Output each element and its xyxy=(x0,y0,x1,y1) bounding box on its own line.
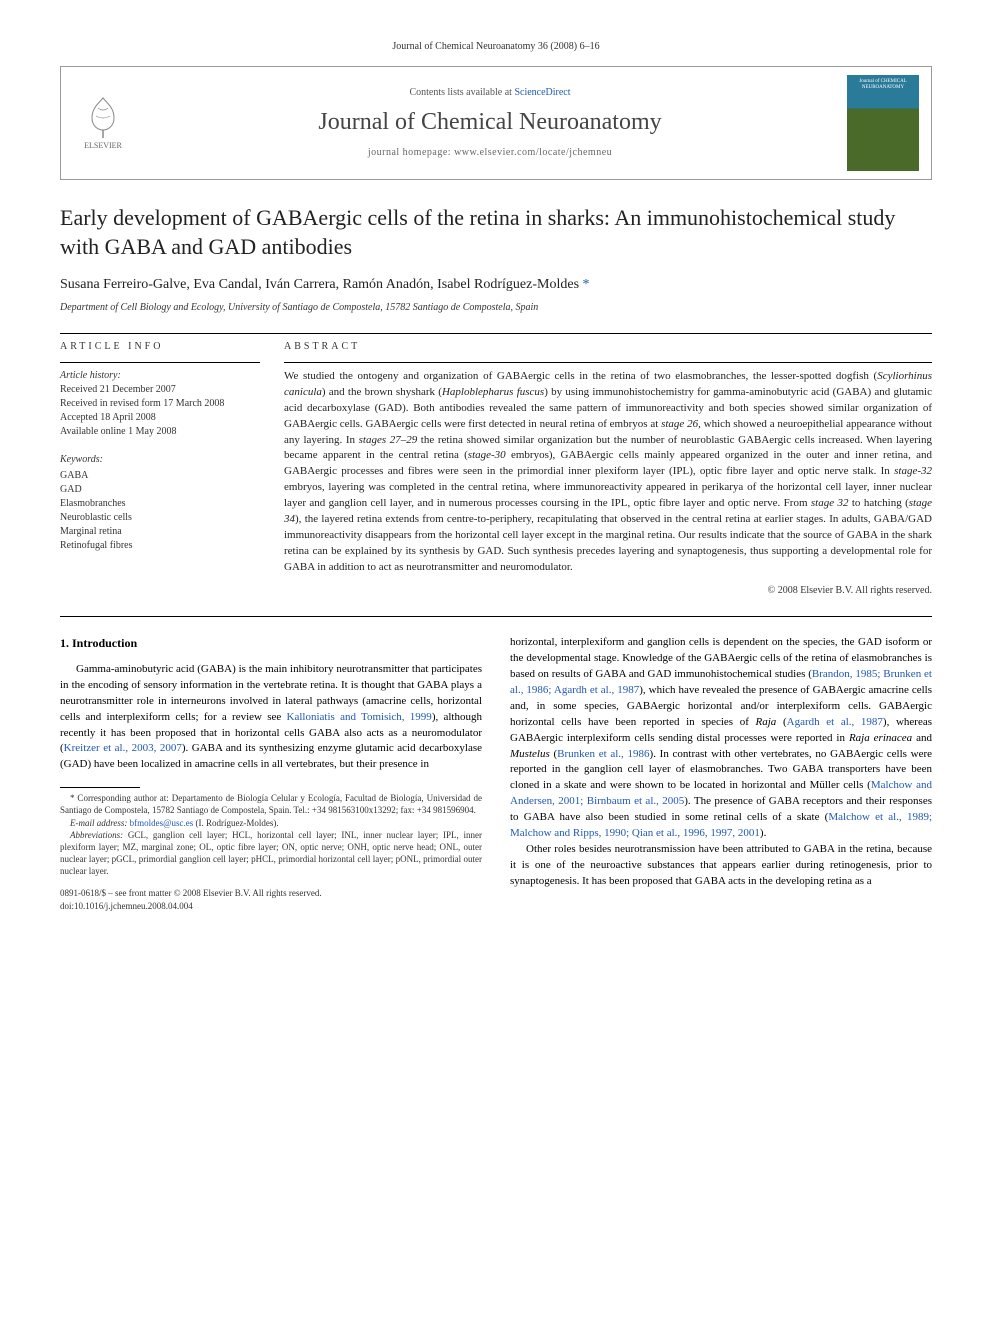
divider xyxy=(60,333,932,334)
elsevier-label: ELSEVIER xyxy=(84,140,122,151)
body-span: ( xyxy=(776,716,786,728)
homepage-url: www.elsevier.com/locate/jchemneu xyxy=(454,147,612,158)
history-revised: Received in revised form 17 March 2008 xyxy=(60,397,260,411)
abs-span: ), the layered retina extends from centr… xyxy=(284,513,932,573)
divider xyxy=(284,362,932,363)
footnotes: * Corresponding author at: Departamento … xyxy=(60,787,482,877)
abs-em: stage-30 xyxy=(468,449,506,461)
body-em: Raja erinacea xyxy=(849,732,912,744)
elsevier-logo: ELSEVIER xyxy=(73,88,133,158)
abs-em: stages 27–29 xyxy=(359,434,418,446)
cover-title: Journal of CHEMICAL NEUROANATOMY xyxy=(851,79,915,90)
abs-span: We studied the ontogeny and organization… xyxy=(284,370,877,382)
abs-span: to hatching ( xyxy=(849,497,909,509)
corresponding-author-footnote: * Corresponding author at: Departamento … xyxy=(60,792,482,816)
author-list: Susana Ferreiro-Galve, Eva Candal, Iván … xyxy=(60,275,932,295)
keyword: GAD xyxy=(60,483,260,497)
abbreviations-footnote: Abbreviations: GCL, ganglion cell layer;… xyxy=(60,829,482,878)
citation-link[interactable]: Agardh et al., 1987 xyxy=(787,716,883,728)
header-center: Contents lists available at ScienceDirec… xyxy=(149,86,831,160)
body-em: Mustelus xyxy=(510,748,550,760)
article-title: Early development of GABAergic cells of … xyxy=(60,204,932,261)
citation-link[interactable]: Brunken et al., 1986 xyxy=(557,748,649,760)
email-label: E-mail address: xyxy=(70,818,130,828)
article-history: Article history: Received 21 December 20… xyxy=(60,369,260,439)
corresponding-author-link[interactable]: * xyxy=(583,277,590,292)
abs-em: Haploblepharus fuscus xyxy=(442,386,544,398)
abstract-column: ABSTRACT We studied the ontogeny and org… xyxy=(284,340,932,598)
abs-span: ) and the brown shyshark ( xyxy=(322,386,442,398)
abbrev-label: Abbreviations: xyxy=(70,830,128,840)
author: Susana Ferreiro-Galve xyxy=(60,277,186,292)
contents-line: Contents lists available at ScienceDirec… xyxy=(149,86,831,100)
sciencedirect-link[interactable]: ScienceDirect xyxy=(514,87,570,98)
author: Isabel Rodríguez-Moldes xyxy=(437,277,579,292)
history-received: Received 21 December 2007 xyxy=(60,383,260,397)
keyword: Neuroblastic cells xyxy=(60,511,260,525)
body-span: and xyxy=(912,732,932,744)
history-online: Available online 1 May 2008 xyxy=(60,425,260,439)
section-heading: 1. Introduction xyxy=(60,635,482,652)
affiliation: Department of Cell Biology and Ecology, … xyxy=(60,301,932,315)
elsevier-tree-icon xyxy=(80,94,126,140)
abs-em: stage 26 xyxy=(661,418,698,430)
keyword: GABA xyxy=(60,469,260,483)
homepage-line: journal homepage: www.elsevier.com/locat… xyxy=(149,146,831,160)
body-em: Raja xyxy=(756,716,777,728)
body-span: ). xyxy=(760,827,766,839)
footer-copyright: 0891-0618/$ – see front matter © 2008 El… xyxy=(60,887,482,900)
email-suffix: (I. Rodríguez-Moldes). xyxy=(193,818,278,828)
citation-line: Journal of Chemical Neuroanatomy 36 (200… xyxy=(60,40,932,54)
email-footnote: E-mail address: bfmoldes@usc.es (I. Rodr… xyxy=(60,817,482,829)
journal-name: Journal of Chemical Neuroanatomy xyxy=(149,106,831,140)
author: Ramón Anadón xyxy=(343,277,431,292)
keyword: Retinofugal fibres xyxy=(60,539,260,553)
journal-header: ELSEVIER Contents lists available at Sci… xyxy=(60,66,932,180)
article-info-column: ARTICLE INFO Article history: Received 2… xyxy=(60,340,260,598)
footer-block: 0891-0618/$ – see front matter © 2008 El… xyxy=(60,887,482,912)
contents-prefix: Contents lists available at xyxy=(409,87,514,98)
footer-doi: doi:10.1016/j.jchemneu.2008.04.004 xyxy=(60,900,482,913)
citation-link[interactable]: Kreitzer et al., 2003, 2007 xyxy=(64,742,182,754)
email-link[interactable]: bfmoldes@usc.es xyxy=(130,818,194,828)
divider xyxy=(60,616,932,617)
article-info-label: ARTICLE INFO xyxy=(60,340,260,354)
citation-link[interactable]: Kalloniatis and Tomisich, 1999 xyxy=(287,711,432,723)
body-paragraph: Gamma-aminobutyric acid (GABA) is the ma… xyxy=(60,662,482,774)
author: Eva Candal xyxy=(193,277,258,292)
abstract-label: ABSTRACT xyxy=(284,340,932,354)
keyword: Marginal retina xyxy=(60,525,260,539)
keywords-label: Keywords: xyxy=(60,453,260,467)
history-label: Article history: xyxy=(60,369,260,383)
keywords-block: Keywords: GABA GAD Elasmobranches Neurob… xyxy=(60,453,260,553)
body-columns: 1. Introduction Gamma-aminobutyric acid … xyxy=(60,635,932,913)
keyword: Elasmobranches xyxy=(60,497,260,511)
history-accepted: Accepted 18 April 2008 xyxy=(60,411,260,425)
journal-cover-thumb: Journal of CHEMICAL NEUROANATOMY xyxy=(847,75,919,171)
body-paragraph: horizontal, interplexiform and ganglion … xyxy=(510,635,932,842)
divider xyxy=(60,362,260,363)
abs-em: stage-32 xyxy=(894,465,932,477)
author: Iván Carrera xyxy=(265,277,335,292)
body-paragraph: Other roles besides neurotransmission ha… xyxy=(510,842,932,890)
abs-em: stage 32 xyxy=(811,497,849,509)
abstract-copyright: © 2008 Elsevier B.V. All rights reserved… xyxy=(284,584,932,598)
abstract-text: We studied the ontogeny and organization… xyxy=(284,369,932,576)
homepage-prefix: journal homepage: xyxy=(368,147,454,158)
footnote-rule xyxy=(60,787,140,788)
